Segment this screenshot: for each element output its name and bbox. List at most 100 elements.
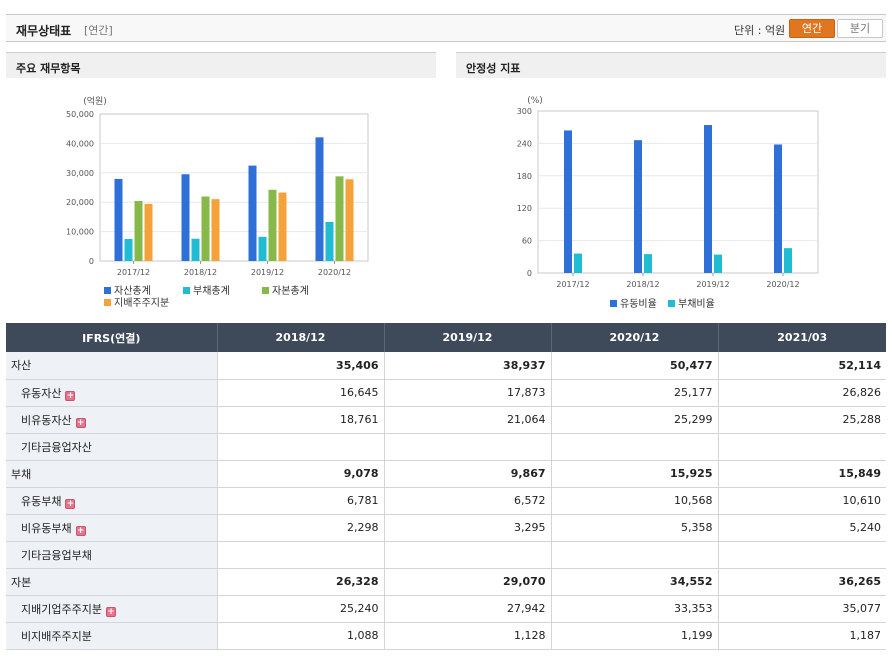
- y-axis-label: (%): [527, 96, 543, 106]
- table-row: 기타금융업자산: [6, 433, 886, 461]
- unit-label: 단위 : 억원: [734, 24, 786, 37]
- value-cell: 5,358: [551, 514, 719, 542]
- y-tick-label: 30,000: [66, 169, 94, 178]
- value-cell: 16,645: [217, 379, 385, 407]
- bar-4: [211, 199, 220, 261]
- col-header-2021q1: 2021/03: [718, 323, 886, 352]
- value-cell: 21,064: [384, 406, 552, 434]
- bar-2: [574, 253, 582, 273]
- main-items-panel-title: 주요 재무항목: [6, 52, 436, 78]
- col-header-2019: 2019/12: [384, 323, 552, 352]
- value-cell: 36,265: [718, 568, 886, 596]
- value-cell: 18,761: [217, 406, 385, 434]
- value-cell: 2,298: [217, 514, 385, 542]
- value-cell: 38,937: [384, 352, 552, 380]
- value-cell: 33,353: [551, 595, 719, 623]
- row-label: 자본: [11, 575, 32, 589]
- row-label-cell: 비지배주주지분: [6, 622, 218, 650]
- col-header-standard: IFRS(연결): [6, 323, 218, 352]
- y-tick-label: 50,000: [66, 110, 94, 119]
- value-cell: 50,477: [551, 352, 719, 380]
- y-tick-label: 60: [522, 237, 532, 246]
- y-tick-label: 180: [517, 172, 532, 181]
- table-row: 비지배주주지분 1,088 1,128 1,199 1,187: [6, 622, 886, 650]
- table-header-row: IFRS(연결) 2018/12 2019/12 2020/12 2021/03: [6, 323, 886, 352]
- main-items-chart: 0 10,000 20,000 30,000 40,000 50,000 (억원) 2017/…: [66, 95, 369, 309]
- statement-header: 재무상태표 [연간] 단위 : 억원 연간 분기: [6, 14, 886, 42]
- row-label-cell: 비유동부채 +: [6, 514, 218, 542]
- bar-4: [345, 179, 354, 261]
- value-cell: [718, 433, 886, 461]
- value-cell: [718, 541, 886, 569]
- y-tick-label: 240: [517, 139, 532, 148]
- row-label-cell: 유동자산 +: [6, 379, 218, 407]
- y-tick-label: 0: [89, 257, 94, 266]
- bar-2: [325, 221, 334, 261]
- y-tick-label: 10,000: [66, 228, 94, 237]
- x-tick-label: 2020/12: [766, 280, 799, 289]
- expand-plus-icon[interactable]: +: [105, 606, 116, 617]
- table-row: 비유동자산 +18,761 21,064 25,299 25,288: [6, 406, 886, 434]
- value-cell: 25,299: [551, 406, 719, 434]
- bar-4: [278, 192, 287, 261]
- value-cell: 29,070: [384, 568, 552, 596]
- value-cell: [384, 541, 552, 569]
- row-label: 지배기업주주지분: [21, 602, 102, 616]
- table-row: 유동자산 +16,645 17,873 25,177 26,826: [6, 379, 886, 407]
- x-tick-label: 2017/12: [556, 280, 589, 289]
- bar-3: [268, 189, 277, 261]
- row-label-cell: 기타금융업자산: [6, 433, 218, 461]
- value-cell: [217, 541, 385, 569]
- table-row: 유동부채 +6,781 6,572 10,568 10,610: [6, 487, 886, 515]
- row-label: 유동자산: [21, 386, 62, 400]
- value-cell: 15,925: [551, 460, 719, 488]
- value-cell: 1,128: [384, 622, 552, 650]
- col-header-2020: 2020/12: [551, 323, 719, 352]
- row-label: 자산: [11, 359, 32, 373]
- expand-plus-icon[interactable]: +: [65, 390, 76, 401]
- row-label-cell: 비유동자산 +: [6, 406, 218, 434]
- x-tick-label: 2020/12: [318, 268, 351, 277]
- value-cell: 9,078: [217, 460, 385, 488]
- value-cell: 27,942: [384, 595, 552, 623]
- x-tick-label: 2017/12: [117, 268, 150, 277]
- y-tick-label: 120: [517, 204, 532, 213]
- table-row: 부채 9,078 9,867 15,925 15,849: [6, 460, 886, 488]
- row-label-cell: 부채: [6, 460, 218, 488]
- bar-2: [644, 254, 652, 273]
- bar-1: [704, 125, 712, 273]
- value-cell: 1,088: [217, 622, 385, 650]
- page-title: 재무상태표: [16, 24, 72, 38]
- bar-1: [634, 140, 642, 273]
- value-cell: 5,240: [718, 514, 886, 542]
- legend-swatch: [104, 287, 111, 294]
- legend-label: 부채총계: [193, 285, 230, 297]
- legend-swatch: [610, 300, 617, 307]
- col-header-2018: 2018/12: [217, 323, 385, 352]
- legend-label: 유동비율: [620, 298, 657, 310]
- row-label: 비유동자산: [21, 413, 72, 427]
- annual-button[interactable]: 연간: [789, 19, 835, 38]
- expand-plus-icon[interactable]: +: [65, 498, 76, 509]
- value-cell: 52,114: [718, 352, 886, 380]
- bar-4: [144, 203, 153, 261]
- row-label: 기타금융업부채: [21, 548, 92, 562]
- legend-swatch: [668, 300, 675, 307]
- value-cell: [217, 433, 385, 461]
- expand-plus-icon[interactable]: +: [75, 417, 86, 428]
- quarter-button[interactable]: 분기: [837, 19, 883, 38]
- x-tick-label: 2018/12: [626, 280, 659, 289]
- row-label-cell: 지배기업주주지분 +: [6, 595, 218, 623]
- table-row: 기타금융업부채: [6, 541, 886, 569]
- bar-3: [201, 196, 210, 261]
- value-cell: 35,077: [718, 595, 886, 623]
- value-cell: 25,177: [551, 379, 719, 407]
- value-cell: 6,781: [217, 487, 385, 515]
- row-label: 유동부채: [21, 494, 62, 508]
- value-cell: 1,199: [551, 622, 719, 650]
- value-cell: 1,187: [718, 622, 886, 650]
- bar-3: [134, 200, 143, 261]
- expand-plus-icon[interactable]: +: [75, 525, 86, 536]
- bar-1: [315, 137, 324, 261]
- stability-panel-title: 안정성 지표: [456, 52, 886, 78]
